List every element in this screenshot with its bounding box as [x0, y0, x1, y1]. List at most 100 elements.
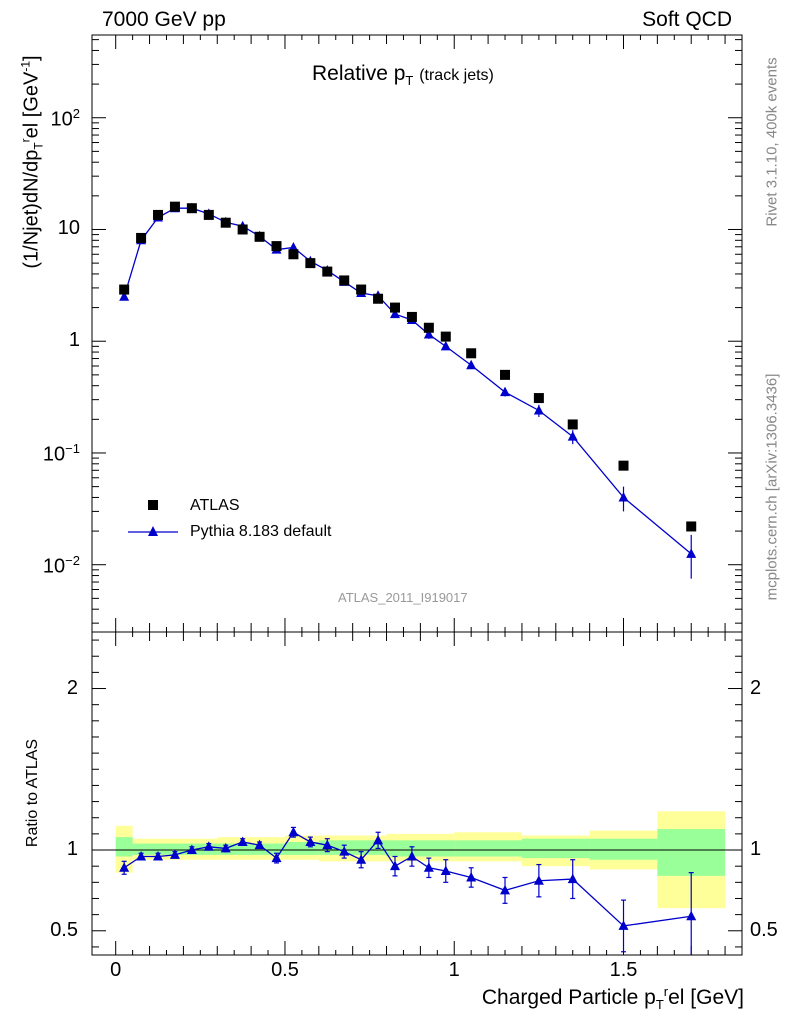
atlas-point — [406, 311, 417, 322]
atlas-point — [169, 201, 180, 212]
ratio-point — [533, 875, 544, 885]
ratio-point — [567, 873, 578, 884]
ratio-point — [406, 850, 417, 861]
atlas-point — [533, 393, 544, 404]
atlas-point — [203, 209, 214, 220]
atlas-point — [153, 209, 164, 220]
ratio-point — [466, 871, 477, 882]
pythia-point — [119, 291, 130, 301]
ratio-point — [305, 836, 316, 846]
legend-marker-pythia — [148, 526, 158, 536]
pythia-point — [686, 548, 697, 558]
atlas-point — [423, 322, 434, 333]
ratio-point — [220, 842, 231, 853]
atlas-point — [440, 331, 451, 342]
atlas-point — [356, 284, 367, 295]
legend-marker-atlas — [148, 500, 158, 510]
green-band-9 — [657, 829, 726, 876]
xtick-label: 1 — [448, 959, 460, 981]
atlas-point — [618, 460, 629, 471]
ratio-point — [440, 865, 451, 876]
panel-frames — [91, 34, 743, 956]
atlas-point — [373, 293, 384, 304]
green-band-8 — [589, 838, 658, 860]
ratio-point — [423, 862, 434, 872]
pythia-point — [288, 241, 299, 252]
ratio-point — [186, 844, 197, 855]
header-right: Soft QCD — [642, 8, 732, 31]
pythia-point — [533, 404, 544, 415]
green-band-7 — [521, 838, 590, 859]
ratio-marks-layer — [119, 826, 697, 955]
atlas-point — [466, 348, 477, 359]
legend-label-pythia: Pythia 8.183 default — [190, 523, 332, 540]
green-band-1 — [132, 843, 218, 855]
ratio-point — [618, 920, 629, 930]
ratio-ytick-label-left: 2 — [66, 676, 78, 699]
main-marks-layer — [119, 201, 697, 579]
atlas-point — [271, 241, 282, 252]
green-band-6 — [454, 840, 522, 857]
ratio-line — [123, 831, 692, 927]
main-ytick-label: 10−1 — [42, 440, 80, 466]
atlas-point — [567, 419, 578, 430]
green-band-0 — [115, 837, 133, 857]
ratio-ytick-label-right: 0.5 — [750, 918, 778, 941]
pythia-point — [500, 386, 511, 397]
header-left: 7000 GeV pp — [102, 8, 226, 31]
ratio-point — [237, 836, 248, 846]
atlas-point — [220, 217, 231, 228]
green-band-5 — [386, 840, 455, 857]
atlas-point — [686, 521, 697, 532]
ratio-point — [169, 849, 180, 859]
ratio-point — [389, 860, 400, 871]
analysis-id: ATLAS_2011_I919017 — [338, 590, 468, 605]
atlas-point — [119, 284, 130, 295]
legend — [128, 500, 178, 536]
ratio-point — [119, 862, 130, 872]
ratio-point — [153, 850, 164, 861]
main-ticks-layer — [92, 39, 742, 624]
atlas-point — [237, 224, 248, 235]
xtick-label: 0.5 — [271, 959, 299, 981]
ratio-point — [288, 826, 299, 837]
ratio-ytick-label-right: 1 — [750, 838, 762, 861]
xlabel: Charged Particle pTrel [GeV] — [481, 984, 744, 1013]
green-band-2 — [217, 843, 285, 855]
atlas-point — [339, 275, 350, 286]
xtick-label: 1.5 — [609, 959, 638, 981]
ratio-point — [500, 884, 511, 895]
pythia-point — [567, 431, 578, 441]
xtick-label: 0 — [110, 959, 122, 981]
atlas-point — [389, 302, 400, 313]
main-frame — [91, 34, 743, 633]
pythia-point — [423, 328, 434, 339]
atlas-point — [254, 231, 265, 242]
ratio-point — [373, 834, 384, 845]
legend-label-atlas: ATLAS — [190, 497, 240, 514]
ratio-ytick-label-right: 2 — [750, 676, 762, 699]
ratio-point — [339, 846, 350, 856]
ratio-ylabel: Ratio to ATLAS — [24, 738, 41, 848]
main-ylabel: (1/Njet)dN/dpTrel [GeV-1] — [18, 55, 46, 269]
ratio-bands-layer — [92, 811, 742, 909]
ratio-point — [271, 852, 282, 863]
atlas-point — [500, 369, 511, 380]
main-title: Relative pT (track jets) — [312, 62, 494, 89]
ratio-point — [686, 910, 697, 921]
pythia-point — [466, 359, 477, 370]
pythia-point — [440, 340, 451, 351]
main-ytick-label: 10−2 — [42, 552, 80, 578]
ratio-point — [254, 839, 265, 850]
mcplots-label: mcplots.cern.ch [arXiv:1306.3436] — [763, 373, 781, 601]
atlas-point — [186, 203, 197, 214]
pythia-point — [618, 491, 629, 502]
ratio-ticks-layer — [92, 35, 742, 955]
ratio-frame — [91, 631, 743, 956]
atlas-point — [322, 266, 333, 277]
main-ytick-label: 10 — [57, 217, 80, 240]
ratio-point — [356, 854, 367, 864]
ratio-ytick-label-left: 1 — [66, 838, 78, 861]
main-ytick-label: 102 — [50, 105, 80, 131]
